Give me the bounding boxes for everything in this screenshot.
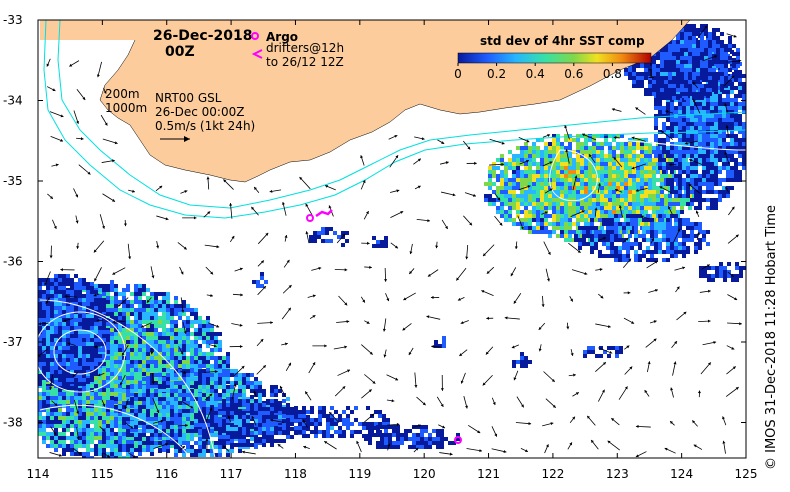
plot-area: [38, 20, 746, 458]
y-tick-label: -36: [3, 255, 23, 269]
sst-stddev-layer: [38, 20, 746, 458]
x-tick-label: 124: [670, 467, 693, 481]
velocity-scale-label: 0.5m/s (1kt 24h): [155, 119, 255, 133]
plot-frame: [37, 19, 747, 459]
drifter-legend-line1: drifters@12h: [266, 41, 344, 55]
colorbar-tick-label: 0.6: [564, 67, 583, 81]
colorbar-ticks: 0 0.2 0.4 0.6 0.8 1: [454, 63, 655, 81]
argo-float-marker: [306, 214, 314, 222]
x-tick-label: 118: [284, 467, 307, 481]
drifter-track: [315, 209, 333, 218]
colorbar-label: std dev of 4hr SST comp: [480, 34, 645, 48]
x-tick-label: 117: [220, 467, 243, 481]
x-tick-label: 122: [541, 467, 564, 481]
contour-1000-label: 1000m: [105, 101, 147, 115]
contour-200-label: 200m: [105, 87, 140, 101]
product-time: 26-Dec 00:00Z: [155, 105, 244, 119]
map-date: 26-Dec-2018: [153, 28, 252, 44]
colorbar: [457, 52, 652, 64]
y-tick-label: -33: [3, 13, 23, 27]
ssh-contours: [38, 139, 746, 458]
colorbar-tick-label: 0.8: [603, 67, 622, 81]
argo-float-marker: [454, 436, 462, 444]
y-tick-label: -34: [3, 94, 23, 108]
argo-legend-icon: [251, 32, 259, 40]
y-tick-label: -38: [3, 416, 23, 430]
x-axis: 114 115 116 117 118 119 120 121 122 123 124 125: [27, 20, 758, 481]
x-tick-label: 115: [91, 467, 114, 481]
colorbar-tick-label: 0.4: [526, 67, 545, 81]
x-tick-label: 120: [413, 467, 436, 481]
x-tick-label: 116: [155, 467, 178, 481]
y-tick-label: -35: [3, 174, 23, 188]
drifter-legend-line2: to 26/12 12Z: [266, 55, 344, 69]
x-tick-label: 123: [606, 467, 629, 481]
contour-200m: [57, 20, 746, 209]
coast-edge: [38, 20, 40, 150]
land-corner: [38, 20, 136, 40]
colorbar-tick-label: 0: [454, 67, 462, 81]
colorbar-tick-label: 0.2: [487, 67, 506, 81]
x-tick-label: 125: [735, 467, 758, 481]
velocity-scale-arrow: [160, 136, 190, 142]
colorbar-tick-label: 1: [647, 67, 655, 81]
x-tick-label: 121: [477, 467, 500, 481]
contour-1000m: [43, 20, 746, 219]
x-tick-label: 119: [348, 467, 371, 481]
x-tick-label: 114: [27, 467, 50, 481]
argo-floats: [306, 209, 462, 444]
credit-line: © IMOS 31-Dec-2018 11:28 Hobart Time: [764, 204, 779, 470]
argo-legend-label: Argo: [266, 30, 298, 44]
map-time: 00Z: [165, 44, 195, 60]
product-name: NRT00 GSL: [155, 91, 222, 105]
y-axis: -33 -34 -35 -36 -37 -38: [3, 13, 746, 430]
current-vectors: [38, 25, 742, 458]
y-tick-label: -37: [3, 335, 23, 349]
drifter-legend-icon: [251, 49, 263, 59]
